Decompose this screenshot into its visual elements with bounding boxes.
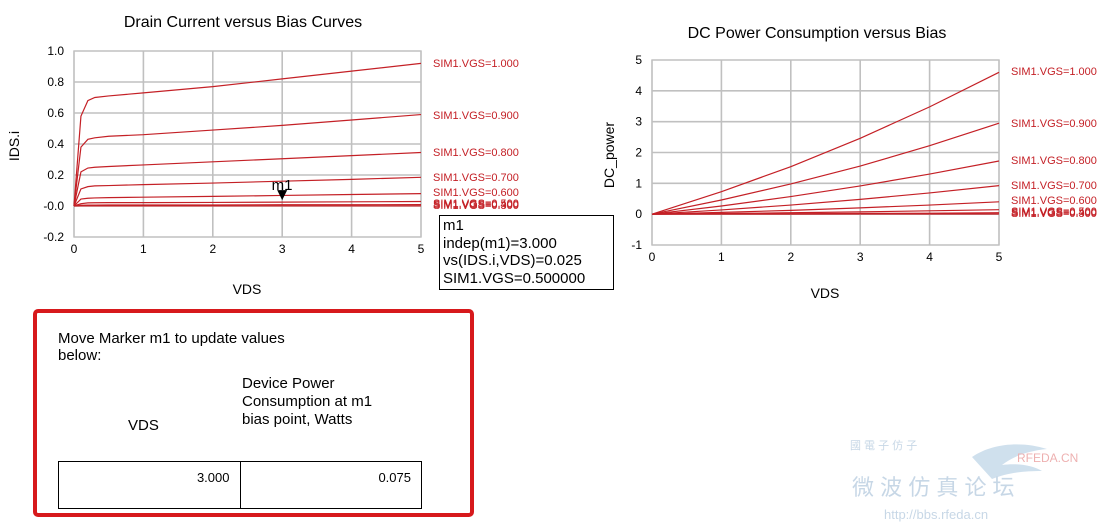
series-label-2: SIM1.VGS=0.800 <box>433 147 519 159</box>
series-line-2 <box>73 151 422 207</box>
panel-instruction: Move Marker m1 to update values below: <box>58 330 285 364</box>
x-tick-label: 0 <box>71 242 78 256</box>
x-tick-label: 1 <box>140 242 147 256</box>
marker-readout-indep: indep(m1)=3.000 <box>443 234 557 252</box>
series-label-4: SIM1.VGS=0.600 <box>433 187 519 199</box>
series-label-5: SIM1.VGS=0.500 <box>433 198 519 210</box>
watermark-line1: 國 電 子 仿 子 <box>850 439 917 452</box>
chart1-series-lines <box>73 62 422 207</box>
series-line-5 <box>73 200 422 207</box>
y-tick-label: -0.0 <box>43 199 64 213</box>
series-line-1 <box>73 113 422 207</box>
marker-readout-value: vs(IDS.i,VDS)=0.025 <box>443 252 582 269</box>
x-tick-label: 4 <box>348 242 355 256</box>
x-tick-label: 5 <box>418 242 425 256</box>
watermark-brand: RFEDA.CN <box>1017 451 1078 465</box>
chart1-title: Drain Current versus Bias Curves <box>124 14 362 31</box>
series-label-0: SIM1.VGS=1.000 <box>433 58 519 70</box>
series-line-0 <box>73 62 422 207</box>
y-tick-label: 1.0 <box>47 44 64 58</box>
chart1-x-axis-label: VDS <box>233 281 262 297</box>
chart1-y-axis-label: IDS.i <box>6 131 22 161</box>
power-value-cell: 0.075 <box>239 462 422 508</box>
marker-readout-name: m1 <box>443 217 464 234</box>
marker-results-panel <box>33 309 474 517</box>
watermark-url: http://bbs.rfeda.cn <box>884 507 988 522</box>
chart1-series-labels: SIM1.VGS=1.000 SIM1.VGS=0.900 SIM1.VGS=0.8… <box>433 58 519 212</box>
vds-value-cell: 3.000 <box>196 470 230 485</box>
power-column-header: Device Power Consumption at m1 bias poin… <box>242 375 373 428</box>
series-line-6 <box>73 204 422 207</box>
m1-marker-triangle-icon[interactable] <box>277 190 288 201</box>
series-line-3 <box>73 176 422 207</box>
values-table: 3.000 0.075 <box>58 461 422 509</box>
m1-marker[interactable]: m1 <box>272 177 293 201</box>
series-line-4 <box>73 193 422 207</box>
series-label-6: SIM1.VGS=0.400 <box>433 199 519 211</box>
m1-marker-label: m1 <box>272 177 293 194</box>
forum-watermark: 國 電 子 仿 子 RFEDA.CN 微 波 仿 真 论 坛 http://bb… <box>850 439 1078 522</box>
chart1-tick-labels: 0 1 2 3 4 5 -0.2 -0.0 0.2 0.4 0.6 0.8 1.0 <box>43 44 424 256</box>
y-tick-label: -0.2 <box>43 230 64 244</box>
marker-readout-bias: SIM1.VGS=0.500000 <box>443 269 586 287</box>
series-label-3: SIM1.VGS=0.700 <box>433 172 519 184</box>
bird-logo-icon <box>972 444 1047 479</box>
y-tick-label: 0.6 <box>47 106 64 120</box>
y-tick-label: 0.2 <box>47 168 64 182</box>
series-label-1: SIM1.VGS=0.900 <box>433 110 519 122</box>
x-tick-label: 2 <box>209 242 216 256</box>
watermark-cn-text: 微 波 仿 真 论 坛 <box>852 475 1015 500</box>
y-tick-label: 0.8 <box>47 75 64 89</box>
series-label-7: SIM1.VGS=0.300 <box>433 200 519 212</box>
x-tick-label: 3 <box>279 242 286 256</box>
marker-readout-box: m1 indep(m1)=3.000 vs(IDS.i,VDS)=0.025 S… <box>439 215 614 290</box>
y-tick-label: 0.4 <box>47 137 64 151</box>
chart1-grid <box>73 50 422 238</box>
vds-column-header: VDS <box>128 417 159 434</box>
